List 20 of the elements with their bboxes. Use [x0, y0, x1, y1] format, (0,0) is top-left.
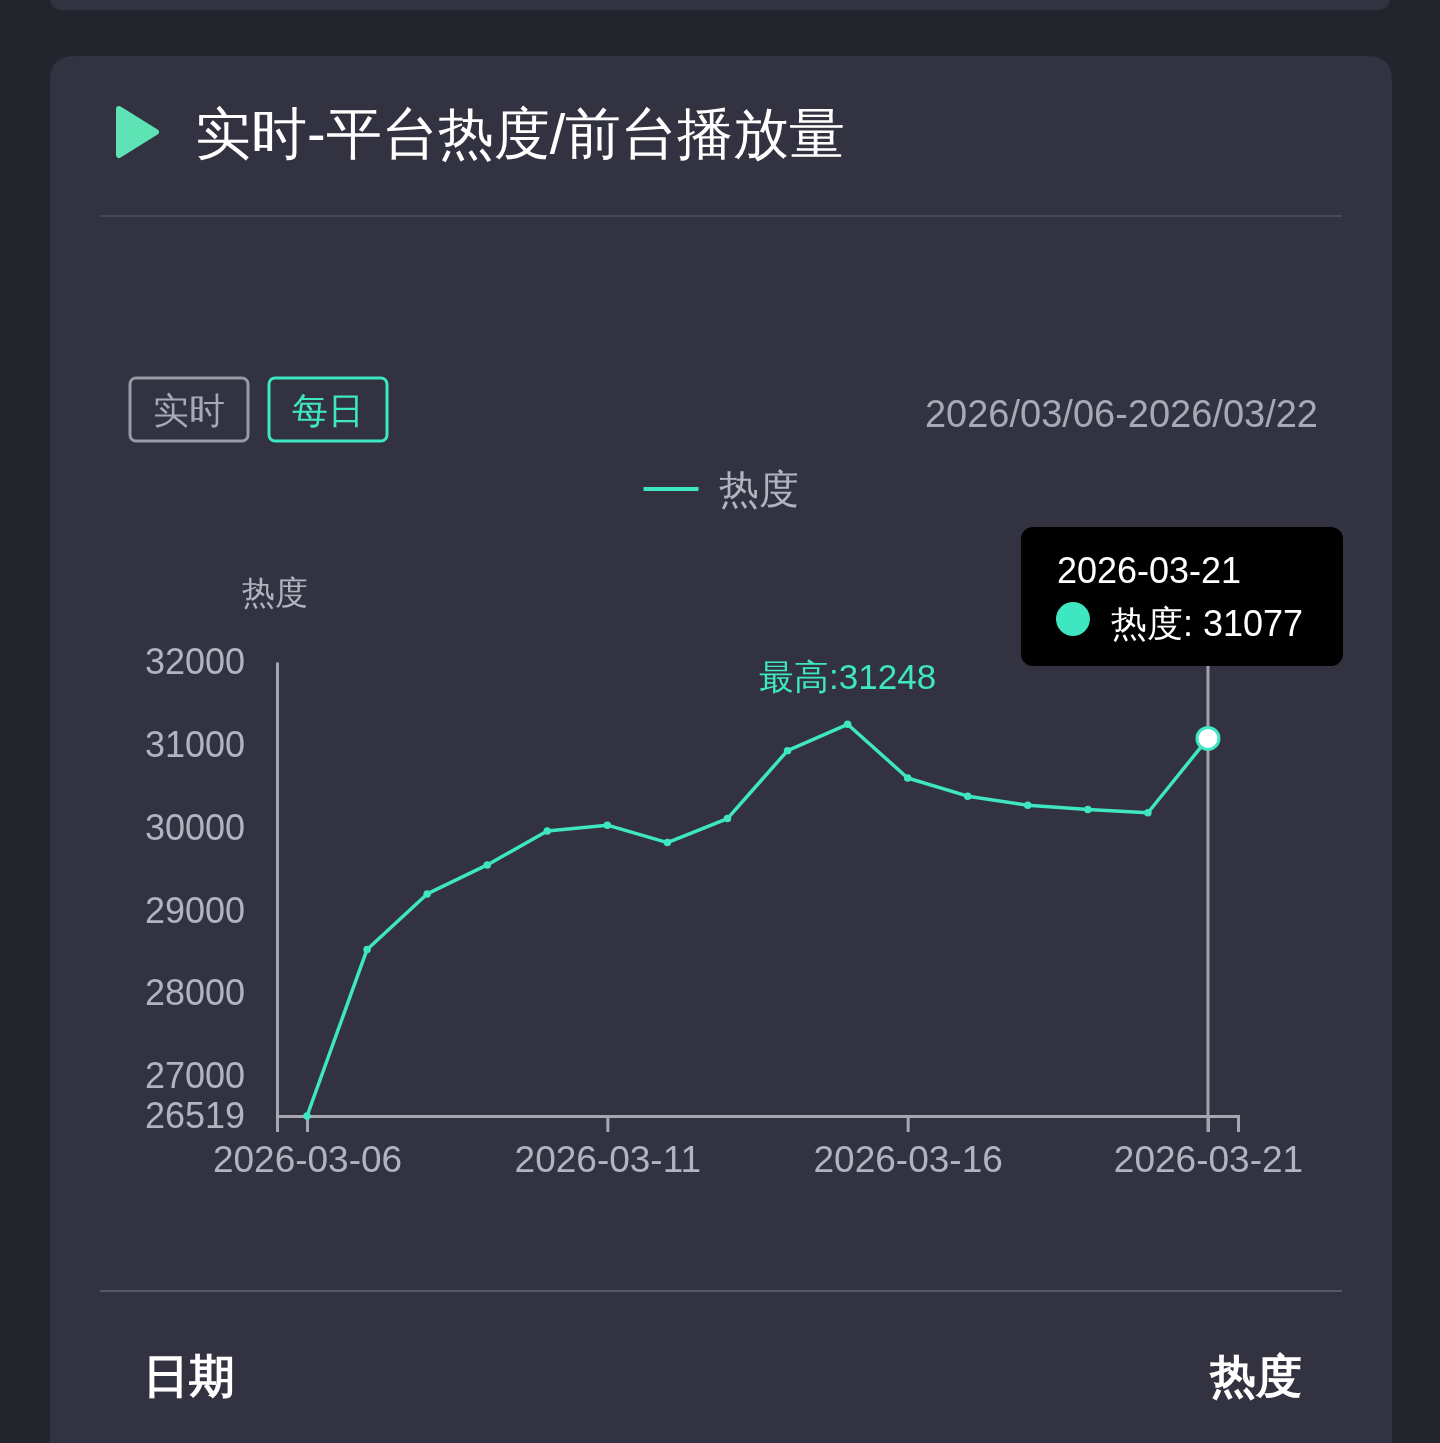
y-tick-label: 30000	[144, 806, 245, 848]
chart-title: 实时-平台热度/前台播放量	[195, 102, 846, 165]
text: 日期	[143, 1350, 235, 1402]
x-tick-label: 2026-03-16	[813, 1139, 1003, 1181]
y-tick-label: 31000	[144, 723, 245, 765]
annotation: 热度: 31077	[1110, 603, 1304, 644]
y-axis-title: 热度	[242, 574, 308, 611]
y-tick-label: 26519	[144, 1095, 245, 1137]
x-tick-label: 2026-03-06	[212, 1139, 403, 1181]
y-tick-label: 27000	[144, 1055, 245, 1097]
y-tick-label: 32000	[144, 641, 245, 683]
legend-label: 热度	[718, 467, 799, 511]
chart-subtitle: 2026/03/06-2026/03/22	[924, 393, 1318, 435]
y-tick-label: 29000	[144, 889, 245, 931]
text: 2026-03-21	[1056, 550, 1242, 591]
x-tick-label: 2026-03-21	[1113, 1139, 1304, 1181]
y-tick-label: 28000	[144, 972, 245, 1014]
annotation: 最高:31248	[759, 657, 937, 697]
text: 热度	[1209, 1350, 1302, 1402]
x-tick-label: 2026-03-11	[514, 1139, 702, 1181]
